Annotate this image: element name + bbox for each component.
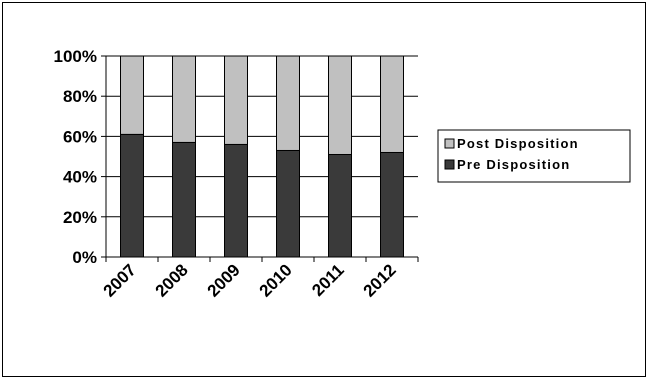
- bar-pre-disposition-2009: [224, 143, 248, 258]
- bar-post-disposition-2011: [328, 55, 352, 155]
- y-tick-label: 40%: [63, 168, 97, 187]
- bar-post-disposition-2010: [276, 55, 300, 151]
- y-tick-label: 60%: [63, 127, 97, 146]
- legend-label: Post Disposition: [457, 136, 579, 151]
- y-tick-label: 100%: [54, 47, 97, 66]
- bar-post-disposition-2012: [380, 55, 404, 153]
- bar-pre-disposition-2012: [380, 151, 404, 258]
- y-tick-label: 80%: [63, 87, 97, 106]
- bar-pre-disposition-2011: [328, 153, 352, 258]
- bar-pre-disposition-2010: [276, 149, 300, 258]
- legend-swatch: [444, 159, 455, 170]
- bar-post-disposition-2008: [172, 55, 196, 143]
- bar-pre-disposition-2007: [120, 133, 144, 258]
- bar-pre-disposition-2008: [172, 141, 196, 258]
- gridlines: [106, 55, 418, 218]
- chart-border: [2, 2, 646, 377]
- bar-post-disposition-2009: [224, 55, 248, 145]
- legend-label: Pre Disposition: [457, 157, 570, 172]
- bar-post-disposition-2007: [120, 55, 144, 135]
- y-tick-label: 20%: [63, 208, 97, 227]
- legend-swatch: [444, 138, 455, 149]
- legend-box: [437, 129, 631, 183]
- bars: [120, 55, 404, 258]
- y-tick-label: 0%: [72, 248, 97, 267]
- legend: Post Disposition Pre Disposition: [437, 129, 631, 183]
